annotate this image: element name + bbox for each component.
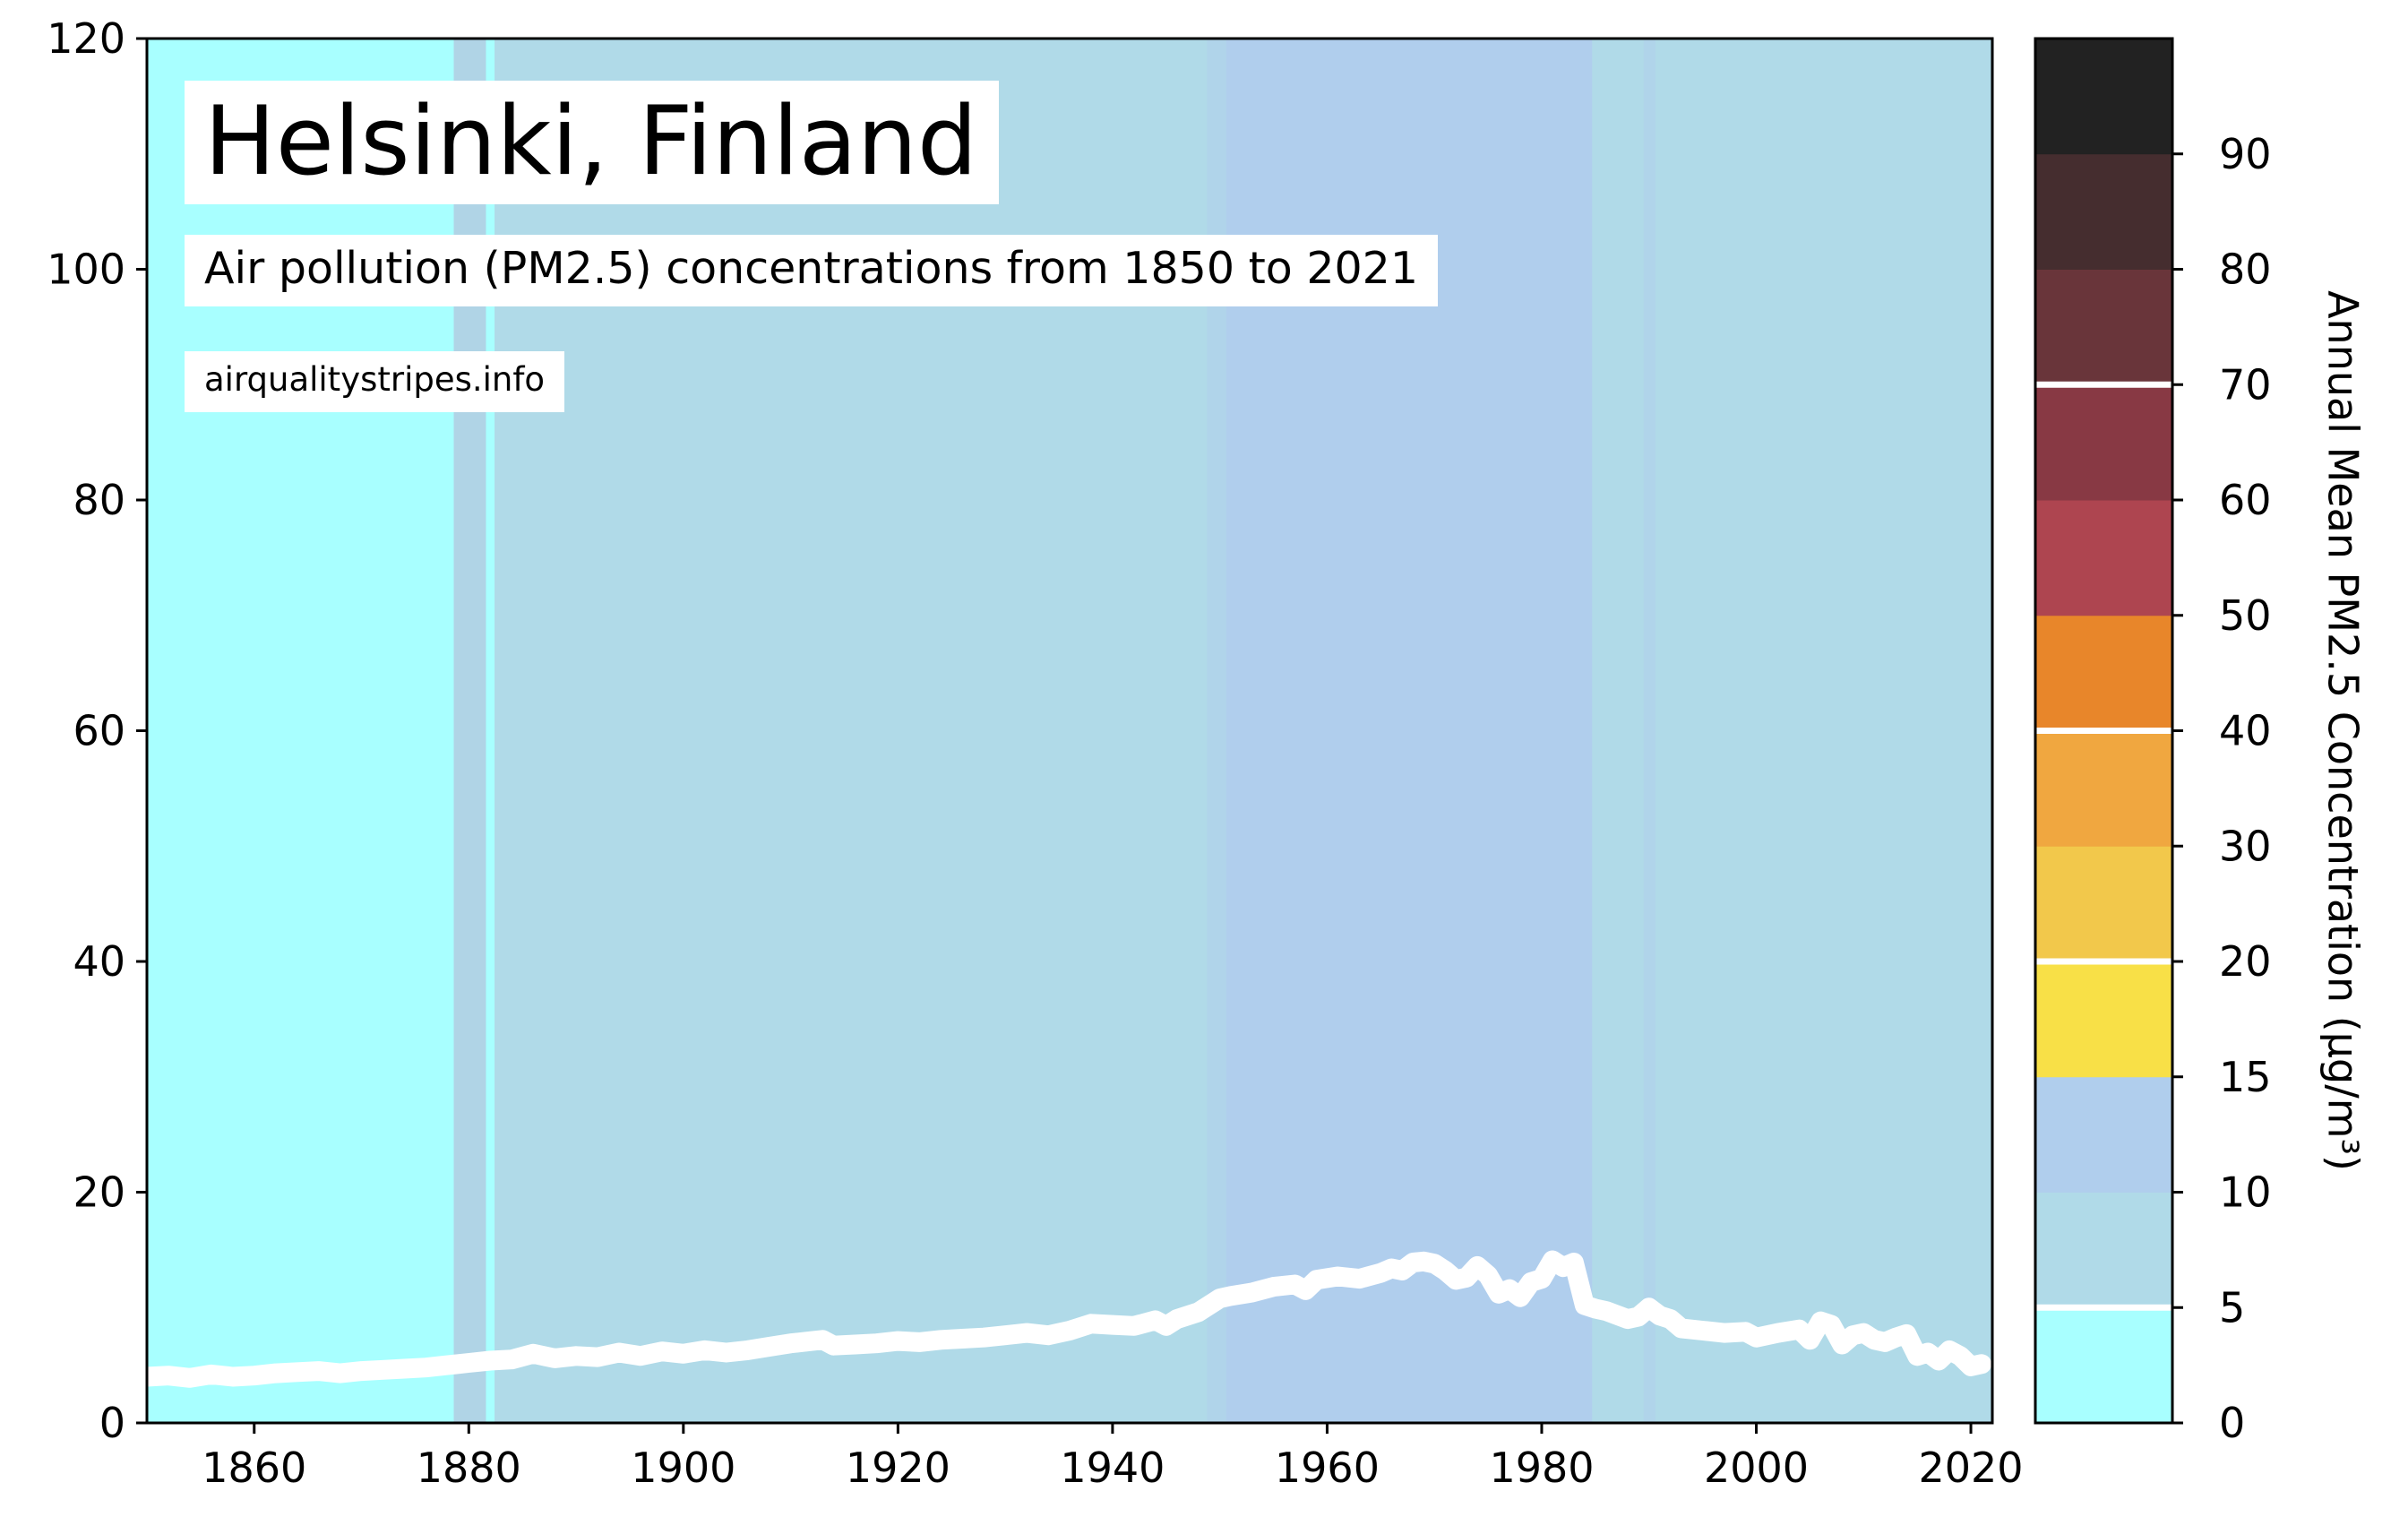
colorbar-tick-label-7: 50: [2219, 591, 2272, 640]
y-tick-label-20: 20: [73, 1168, 125, 1217]
y-tick-label-120: 120: [47, 14, 125, 63]
x-tick-label-2000: 2000: [1704, 1444, 1809, 1492]
colorbar-tick-label-9: 70: [2219, 360, 2272, 409]
colorbar-bin-3: [2035, 961, 2172, 1078]
x-tick-label-1920: 1920: [846, 1444, 950, 1492]
x-tick-label-1900: 1900: [631, 1444, 735, 1492]
colorbar-bin-11: [2035, 39, 2172, 155]
background-stripe-2: [486, 39, 495, 1423]
colorbar-tick-label-10: 80: [2219, 246, 2272, 294]
y-tick-label-100: 100: [47, 246, 125, 294]
colorbar-bin-0: [2035, 1307, 2172, 1424]
colorbar-tick-label-5: 30: [2219, 822, 2272, 870]
x-tick-label-1940: 1940: [1060, 1444, 1165, 1492]
y-axis: 0 20 40 60 80 100 120: [47, 14, 147, 1447]
pm25-line-series: [137, 1250, 1991, 1388]
chart-subtitle: Air pollution (PM2.5) concentrations fro…: [185, 235, 1439, 306]
colorbar: 0 5 10 15 20 30 40 50 60 70 80 90: [2034, 37, 2272, 1447]
x-axis: 1860 1880 1900 1920 1940 1960 1980 2000 2020: [202, 1423, 2024, 1492]
x-tick-label-1980: 1980: [1489, 1444, 1594, 1492]
colorbar-bin-8: [2035, 384, 2172, 501]
colorbar-bin-5: [2035, 730, 2172, 847]
colorbar-label: Annual Mean PM2.5 Concentration (µg/m³): [2319, 290, 2368, 1171]
colorbar-tick-label-8: 60: [2219, 476, 2272, 524]
y-tick-label-40: 40: [73, 937, 125, 986]
x-tick-label-1860: 1860: [202, 1444, 306, 1492]
pm25-line-0: [137, 1250, 1991, 1388]
chart-title: Helsinki, Finland: [185, 81, 1000, 204]
background-stripe-7: [1643, 39, 1656, 1423]
colorbar-bin-1: [2035, 1192, 2172, 1308]
source-website: airqualitystripes.info: [185, 351, 565, 412]
colorbar-bin-10: [2035, 153, 2172, 270]
colorbar-tick-label-2: 10: [2219, 1168, 2272, 1217]
y-tick-label-0: 0: [99, 1399, 125, 1447]
colorbar-bin-7: [2035, 500, 2172, 616]
background-stripe-4: [1207, 39, 1227, 1423]
x-tick-label-2020: 2020: [1919, 1444, 2024, 1492]
background-stripe-8: [1655, 39, 1993, 1423]
colorbar-tick-label-0: 0: [2219, 1399, 2245, 1447]
x-tick-label-1960: 1960: [1275, 1444, 1380, 1492]
colorbar-tick-label-3: 15: [2219, 1053, 2272, 1101]
colorbar-tick-label-6: 40: [2219, 707, 2272, 755]
y-tick-label-60: 60: [73, 707, 125, 755]
colorbar-bin-4: [2035, 846, 2172, 962]
x-tick-label-1880: 1880: [417, 1444, 521, 1492]
colorbar-bin-9: [2035, 269, 2172, 385]
colorbar-tick-label-4: 20: [2219, 937, 2272, 986]
y-tick-label-80: 80: [73, 476, 125, 524]
colorbar-tick-label-1: 5: [2219, 1283, 2245, 1332]
colorbar-bin-2: [2035, 1076, 2172, 1193]
colorbar-bin-6: [2035, 615, 2172, 731]
background-stripe-6: [1592, 39, 1645, 1423]
colorbar-tick-label-11: 90: [2219, 130, 2272, 178]
